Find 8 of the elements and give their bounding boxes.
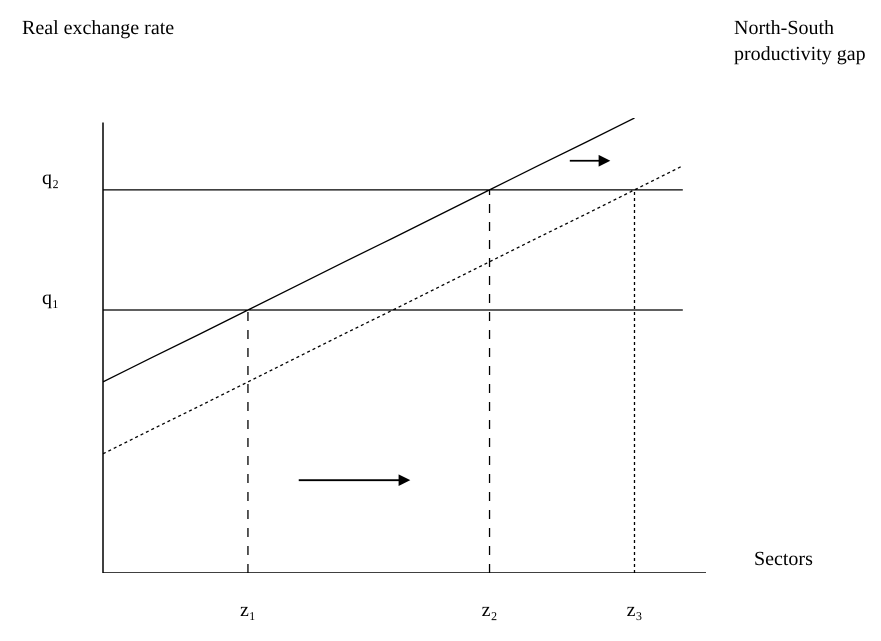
- text: q₂: [42, 167, 59, 189]
- x-axis-title: Sectors: [754, 548, 814, 570]
- text: q₁: [42, 287, 59, 309]
- y-axis-title: Real exchange rate: [22, 17, 174, 39]
- x-tick-label: z₂: [482, 599, 498, 621]
- x-tick-label: z₃: [626, 599, 642, 621]
- x-tick-label: z₁: [240, 599, 256, 621]
- text: North-South productivity gap: [734, 17, 866, 65]
